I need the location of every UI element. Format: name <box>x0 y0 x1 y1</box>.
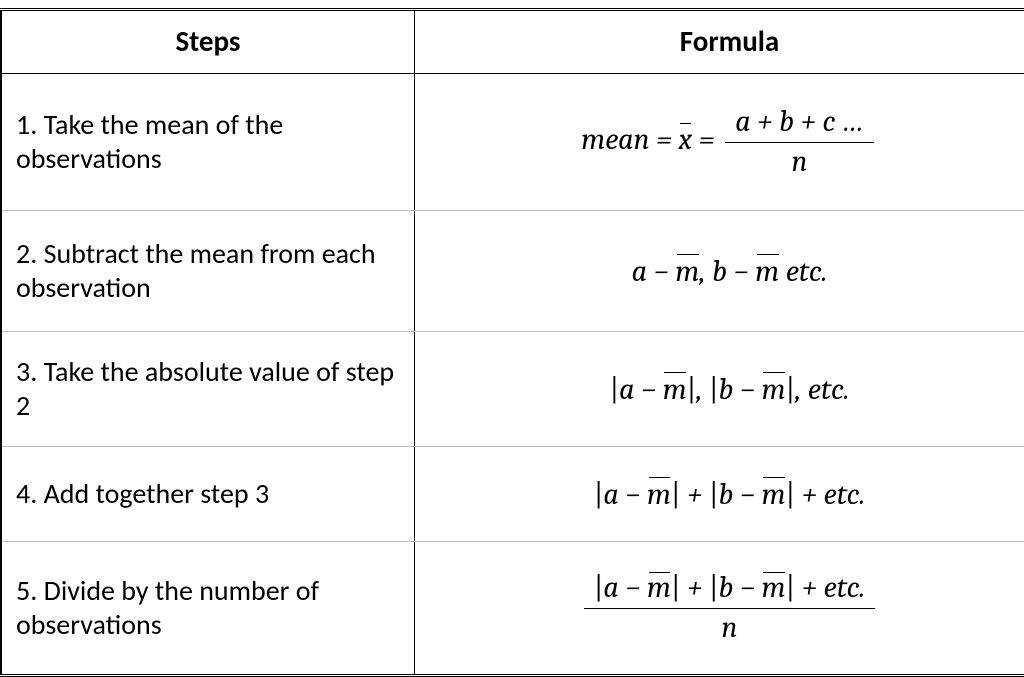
formula-cell: |a − m| + |b − m| + etc. <box>415 447 1024 542</box>
formula-cell: |a − m|, |b − m|, etc. <box>415 332 1024 447</box>
header-formula: Formula <box>415 10 1024 74</box>
step-cell: 1. Take the mean of the observations <box>1 74 415 211</box>
formula-cell: a − m, b − m etc. <box>415 211 1024 332</box>
step-cell: 3. Take the absolute value of step 2 <box>1 332 415 447</box>
formula-cell: |a − m| + |b − m| + etc.n <box>415 542 1024 676</box>
table-row: 4. Add together step 3 |a − m| + |b − m|… <box>1 447 1024 542</box>
step-cell: 5. Divide by the number of observations <box>1 542 415 676</box>
table-row: 2. Subtract the mean from each observati… <box>1 211 1024 332</box>
table-header-row: Steps Formula <box>1 10 1024 74</box>
table-row: 3. Take the absolute value of step 2 |a … <box>1 332 1024 447</box>
formula-cell: mean = x = a + b + c …n <box>415 74 1024 211</box>
step-cell: 4. Add together step 3 <box>1 447 415 542</box>
header-steps: Steps <box>1 10 415 74</box>
step-cell: 2. Subtract the mean from each observati… <box>1 211 415 332</box>
steps-formula-table: Steps Formula 1. Take the mean of the ob… <box>0 8 1024 677</box>
table-row: 5. Divide by the number of observations … <box>1 542 1024 676</box>
table-row: 1. Take the mean of the observations mea… <box>1 74 1024 211</box>
